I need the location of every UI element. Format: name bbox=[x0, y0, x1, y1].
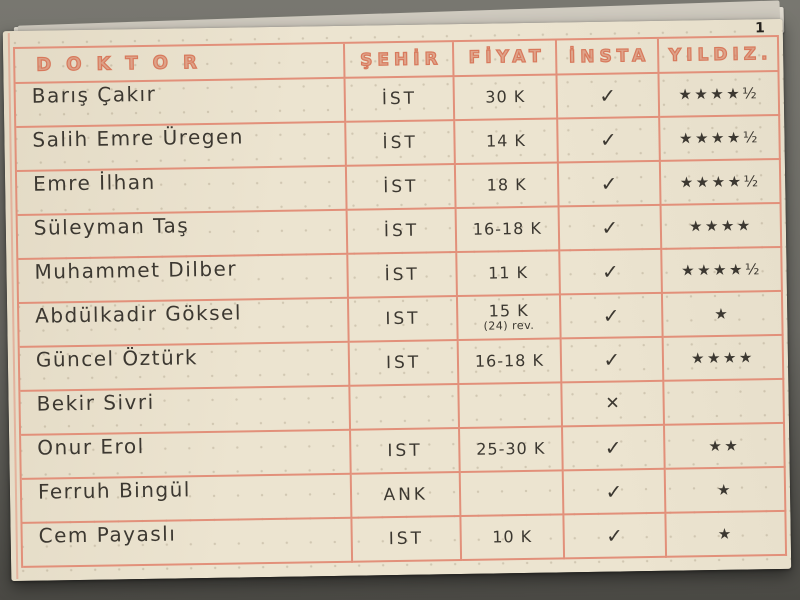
insta-cross-icon: ✕ bbox=[562, 381, 666, 428]
doctor-name: Cem Payaslı bbox=[22, 518, 354, 568]
insta-check-icon: ✓ bbox=[562, 425, 666, 472]
city-value: IST bbox=[352, 517, 463, 563]
city-value: İST bbox=[346, 121, 457, 167]
star-rating: ★ bbox=[662, 291, 784, 338]
price-value: 16-18 K bbox=[456, 207, 560, 254]
price-value: 15 K (24) rev. bbox=[458, 295, 562, 342]
city-value: IST bbox=[349, 297, 459, 343]
doctor-name: Emre İlhan bbox=[16, 166, 348, 216]
price-value: 11 K bbox=[457, 251, 561, 298]
city-value: İST bbox=[345, 77, 456, 123]
header-sehir: ŞEHİR bbox=[345, 42, 455, 79]
star-rating: ★★★★½ bbox=[660, 159, 782, 206]
star-rating: ★★★★ bbox=[663, 335, 785, 382]
doctor-name: Süleyman Taş bbox=[17, 210, 349, 260]
insta-check-icon: ✓ bbox=[558, 161, 662, 208]
doctor-name: Salih Emre Üregen bbox=[16, 122, 347, 172]
page-number: 1 bbox=[754, 20, 765, 37]
city-value: İST bbox=[346, 165, 457, 211]
doctor-name: Muhammet Dilber bbox=[18, 254, 350, 304]
price-value: 16-18 K bbox=[458, 339, 563, 386]
star-rating-empty bbox=[664, 379, 785, 426]
price-value bbox=[461, 471, 565, 518]
city-value: IST bbox=[349, 341, 460, 387]
doctor-name: Bekir Sivri bbox=[20, 386, 352, 436]
price-value: 25-30 K bbox=[460, 427, 564, 474]
doctor-table: DOKTOR ŞEHİR FİYAT İNSTA YILDIZ. Barış Ç… bbox=[12, 34, 788, 568]
header-fiyat: FİYAT bbox=[454, 40, 558, 78]
doctor-name: Güncel Öztürk bbox=[19, 342, 351, 392]
insta-check-icon: ✓ bbox=[560, 293, 664, 340]
header-yildiz: YILDIZ. bbox=[658, 36, 780, 74]
insta-check-icon: ✓ bbox=[563, 469, 667, 516]
city-value: IST bbox=[351, 429, 462, 475]
header-doktor: DOKTOR bbox=[15, 43, 346, 84]
price-value bbox=[459, 383, 563, 430]
doctor-name: Ferruh Bingül bbox=[21, 474, 353, 524]
price-value: 10 K bbox=[461, 515, 565, 562]
header-insta: İNSTA bbox=[556, 38, 660, 76]
insta-check-icon: ✓ bbox=[561, 337, 665, 384]
city-value: İST bbox=[348, 253, 459, 299]
doctor-name: Onur Erol bbox=[21, 430, 352, 480]
table-body: Barış Çakır İST 30 K ✓ ★★★★½ Salih Emre Ürege… bbox=[13, 71, 788, 568]
star-rating: ★★ bbox=[665, 423, 786, 470]
city-value: İST bbox=[347, 209, 458, 255]
price-note: (24) rev. bbox=[483, 318, 535, 333]
insta-check-icon: ✓ bbox=[564, 513, 668, 560]
city-value bbox=[350, 385, 461, 431]
doctor-name: Abdülkadir Göksel bbox=[19, 298, 350, 348]
star-rating: ★ bbox=[666, 511, 788, 558]
star-rating: ★★★★½ bbox=[662, 247, 783, 294]
price-value: 14 K bbox=[455, 119, 559, 166]
price-value: 18 K bbox=[456, 163, 560, 210]
insta-check-icon: ✓ bbox=[559, 249, 663, 296]
insta-check-icon: ✓ bbox=[557, 73, 661, 120]
price-value: 30 K bbox=[454, 75, 558, 122]
insta-check-icon: ✓ bbox=[559, 205, 663, 252]
star-rating: ★★★★½ bbox=[659, 71, 781, 118]
insta-check-icon: ✓ bbox=[557, 117, 661, 164]
star-rating: ★★★★½ bbox=[660, 115, 781, 162]
doctor-name: Barış Çakır bbox=[15, 78, 347, 128]
star-rating: ★★★★ bbox=[661, 203, 783, 250]
notebook-page: 1 DOKTOR ŞEHİR FİYAT İNSTA YILDIZ. Barış… bbox=[2, 18, 792, 582]
city-value: ANK bbox=[351, 473, 462, 519]
star-rating: ★ bbox=[665, 467, 787, 514]
